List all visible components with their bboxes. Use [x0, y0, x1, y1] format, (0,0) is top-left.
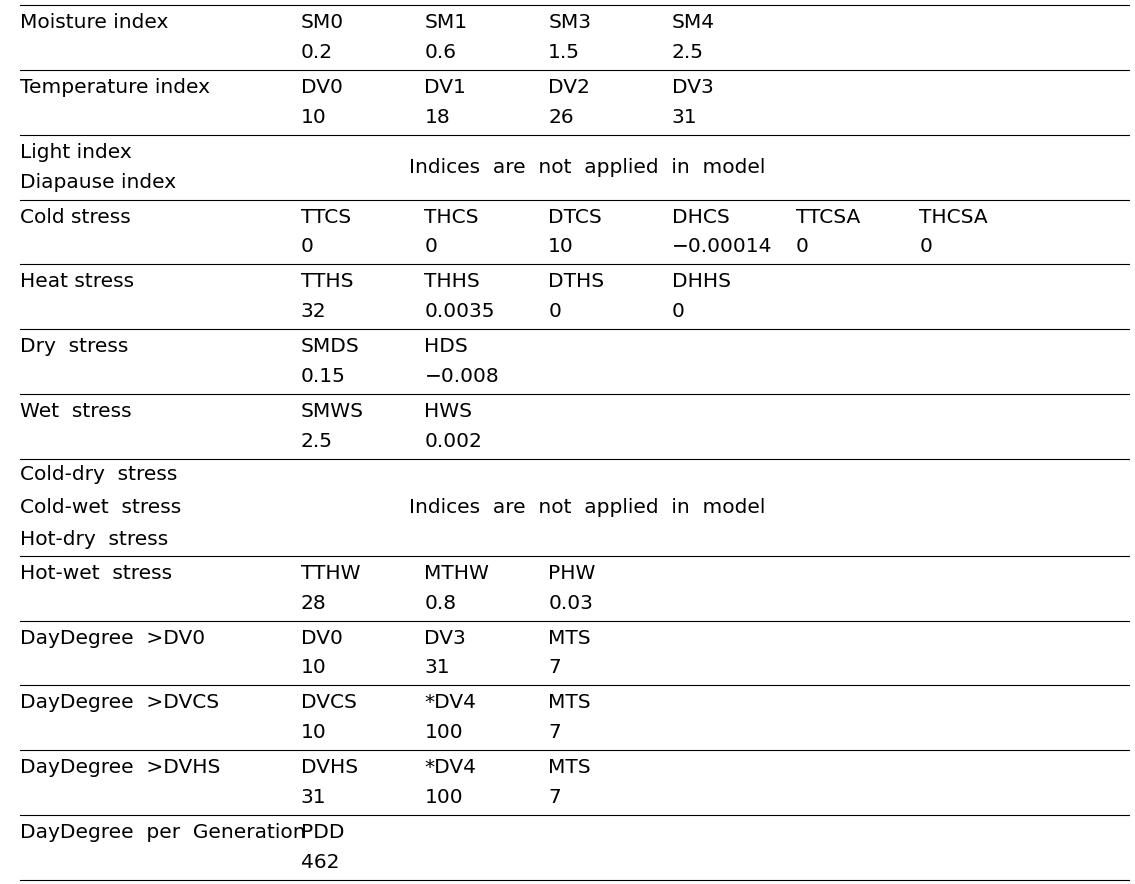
Text: Indices  are  not  applied  in  model: Indices are not applied in model — [409, 498, 765, 517]
Text: *DV4: *DV4 — [424, 758, 477, 777]
Text: Hot-wet  stress: Hot-wet stress — [20, 564, 173, 583]
Text: 0: 0 — [796, 238, 808, 256]
Text: Temperature index: Temperature index — [20, 78, 210, 97]
Text: 0.15: 0.15 — [301, 367, 346, 386]
Text: SM4: SM4 — [672, 13, 715, 33]
Text: SMDS: SMDS — [301, 337, 360, 356]
Text: Moisture index: Moisture index — [20, 13, 169, 33]
Text: Cold stress: Cold stress — [20, 208, 132, 226]
Text: DV3: DV3 — [672, 78, 714, 97]
Text: 462: 462 — [301, 852, 339, 872]
Text: 0: 0 — [919, 238, 932, 256]
Text: 0: 0 — [301, 238, 313, 256]
Text: 32: 32 — [301, 302, 327, 321]
Text: DV2: DV2 — [548, 78, 590, 97]
Text: 31: 31 — [672, 108, 698, 126]
Text: DayDegree  per  Generation: DayDegree per Generation — [20, 823, 306, 842]
Text: HDS: HDS — [424, 337, 469, 356]
Text: DayDegree  >DVHS: DayDegree >DVHS — [20, 758, 221, 777]
Text: 31: 31 — [424, 659, 451, 677]
Text: 0.8: 0.8 — [424, 593, 456, 613]
Text: 0: 0 — [672, 302, 684, 321]
Text: 0.03: 0.03 — [548, 593, 594, 613]
Text: Heat stress: Heat stress — [20, 272, 135, 292]
Text: PDD: PDD — [301, 823, 344, 842]
Text: DV1: DV1 — [424, 78, 466, 97]
Text: MTHW: MTHW — [424, 564, 489, 583]
Text: DHCS: DHCS — [672, 208, 730, 226]
Text: 28: 28 — [301, 593, 327, 613]
Text: SM1: SM1 — [424, 13, 468, 33]
Text: 2.5: 2.5 — [301, 431, 333, 451]
Text: PHW: PHW — [548, 564, 596, 583]
Text: DVHS: DVHS — [301, 758, 358, 777]
Text: DTHS: DTHS — [548, 272, 604, 292]
Text: Diapause index: Diapause index — [20, 172, 177, 192]
Text: 7: 7 — [548, 788, 561, 807]
Text: 0.6: 0.6 — [424, 43, 456, 62]
Text: −0.00014: −0.00014 — [672, 238, 773, 256]
Text: DHHS: DHHS — [672, 272, 731, 292]
Text: 10: 10 — [548, 238, 574, 256]
Text: 31: 31 — [301, 788, 327, 807]
Text: 10: 10 — [301, 723, 327, 742]
Text: THHS: THHS — [424, 272, 480, 292]
Text: DTCS: DTCS — [548, 208, 602, 226]
Text: TTHW: TTHW — [301, 564, 360, 583]
Text: 1.5: 1.5 — [548, 43, 580, 62]
Text: Wet  stress: Wet stress — [20, 402, 132, 421]
Text: 100: 100 — [424, 723, 463, 742]
Text: DV0: DV0 — [301, 629, 343, 647]
Text: 7: 7 — [548, 659, 561, 677]
Text: Indices  are  not  applied  in  model: Indices are not applied in model — [409, 157, 765, 177]
Text: DayDegree  >DV0: DayDegree >DV0 — [20, 629, 205, 647]
Text: 18: 18 — [424, 108, 451, 126]
Text: 10: 10 — [301, 659, 327, 677]
Text: 0.002: 0.002 — [424, 431, 482, 451]
Text: *DV4: *DV4 — [424, 693, 477, 713]
Text: 0.2: 0.2 — [301, 43, 333, 62]
Text: MTS: MTS — [548, 629, 591, 647]
Text: 2.5: 2.5 — [672, 43, 704, 62]
Text: Cold-dry  stress: Cold-dry stress — [20, 465, 178, 484]
Text: 7: 7 — [548, 723, 561, 742]
Text: TTCSA: TTCSA — [796, 208, 860, 226]
Text: TTHS: TTHS — [301, 272, 353, 292]
Text: MTS: MTS — [548, 758, 591, 777]
Text: Light index: Light index — [20, 143, 132, 162]
Text: DV0: DV0 — [301, 78, 343, 97]
Text: DV3: DV3 — [424, 629, 466, 647]
Text: SMWS: SMWS — [301, 402, 364, 421]
Text: −0.008: −0.008 — [424, 367, 499, 386]
Text: HWS: HWS — [424, 402, 472, 421]
Text: 100: 100 — [424, 788, 463, 807]
Text: 0: 0 — [548, 302, 561, 321]
Text: 10: 10 — [301, 108, 327, 126]
Text: TTCS: TTCS — [301, 208, 351, 226]
Text: THCSA: THCSA — [919, 208, 987, 226]
Text: 0.0035: 0.0035 — [424, 302, 495, 321]
Text: Cold-wet  stress: Cold-wet stress — [20, 498, 182, 517]
Text: 0: 0 — [424, 238, 437, 256]
Text: DVCS: DVCS — [301, 693, 356, 713]
Text: SM3: SM3 — [548, 13, 591, 33]
Text: 26: 26 — [548, 108, 574, 126]
Text: Hot-dry  stress: Hot-dry stress — [20, 530, 169, 549]
Text: THCS: THCS — [424, 208, 479, 226]
Text: Dry  stress: Dry stress — [20, 337, 128, 356]
Text: MTS: MTS — [548, 693, 591, 713]
Text: SM0: SM0 — [301, 13, 344, 33]
Text: DayDegree  >DVCS: DayDegree >DVCS — [20, 693, 219, 713]
